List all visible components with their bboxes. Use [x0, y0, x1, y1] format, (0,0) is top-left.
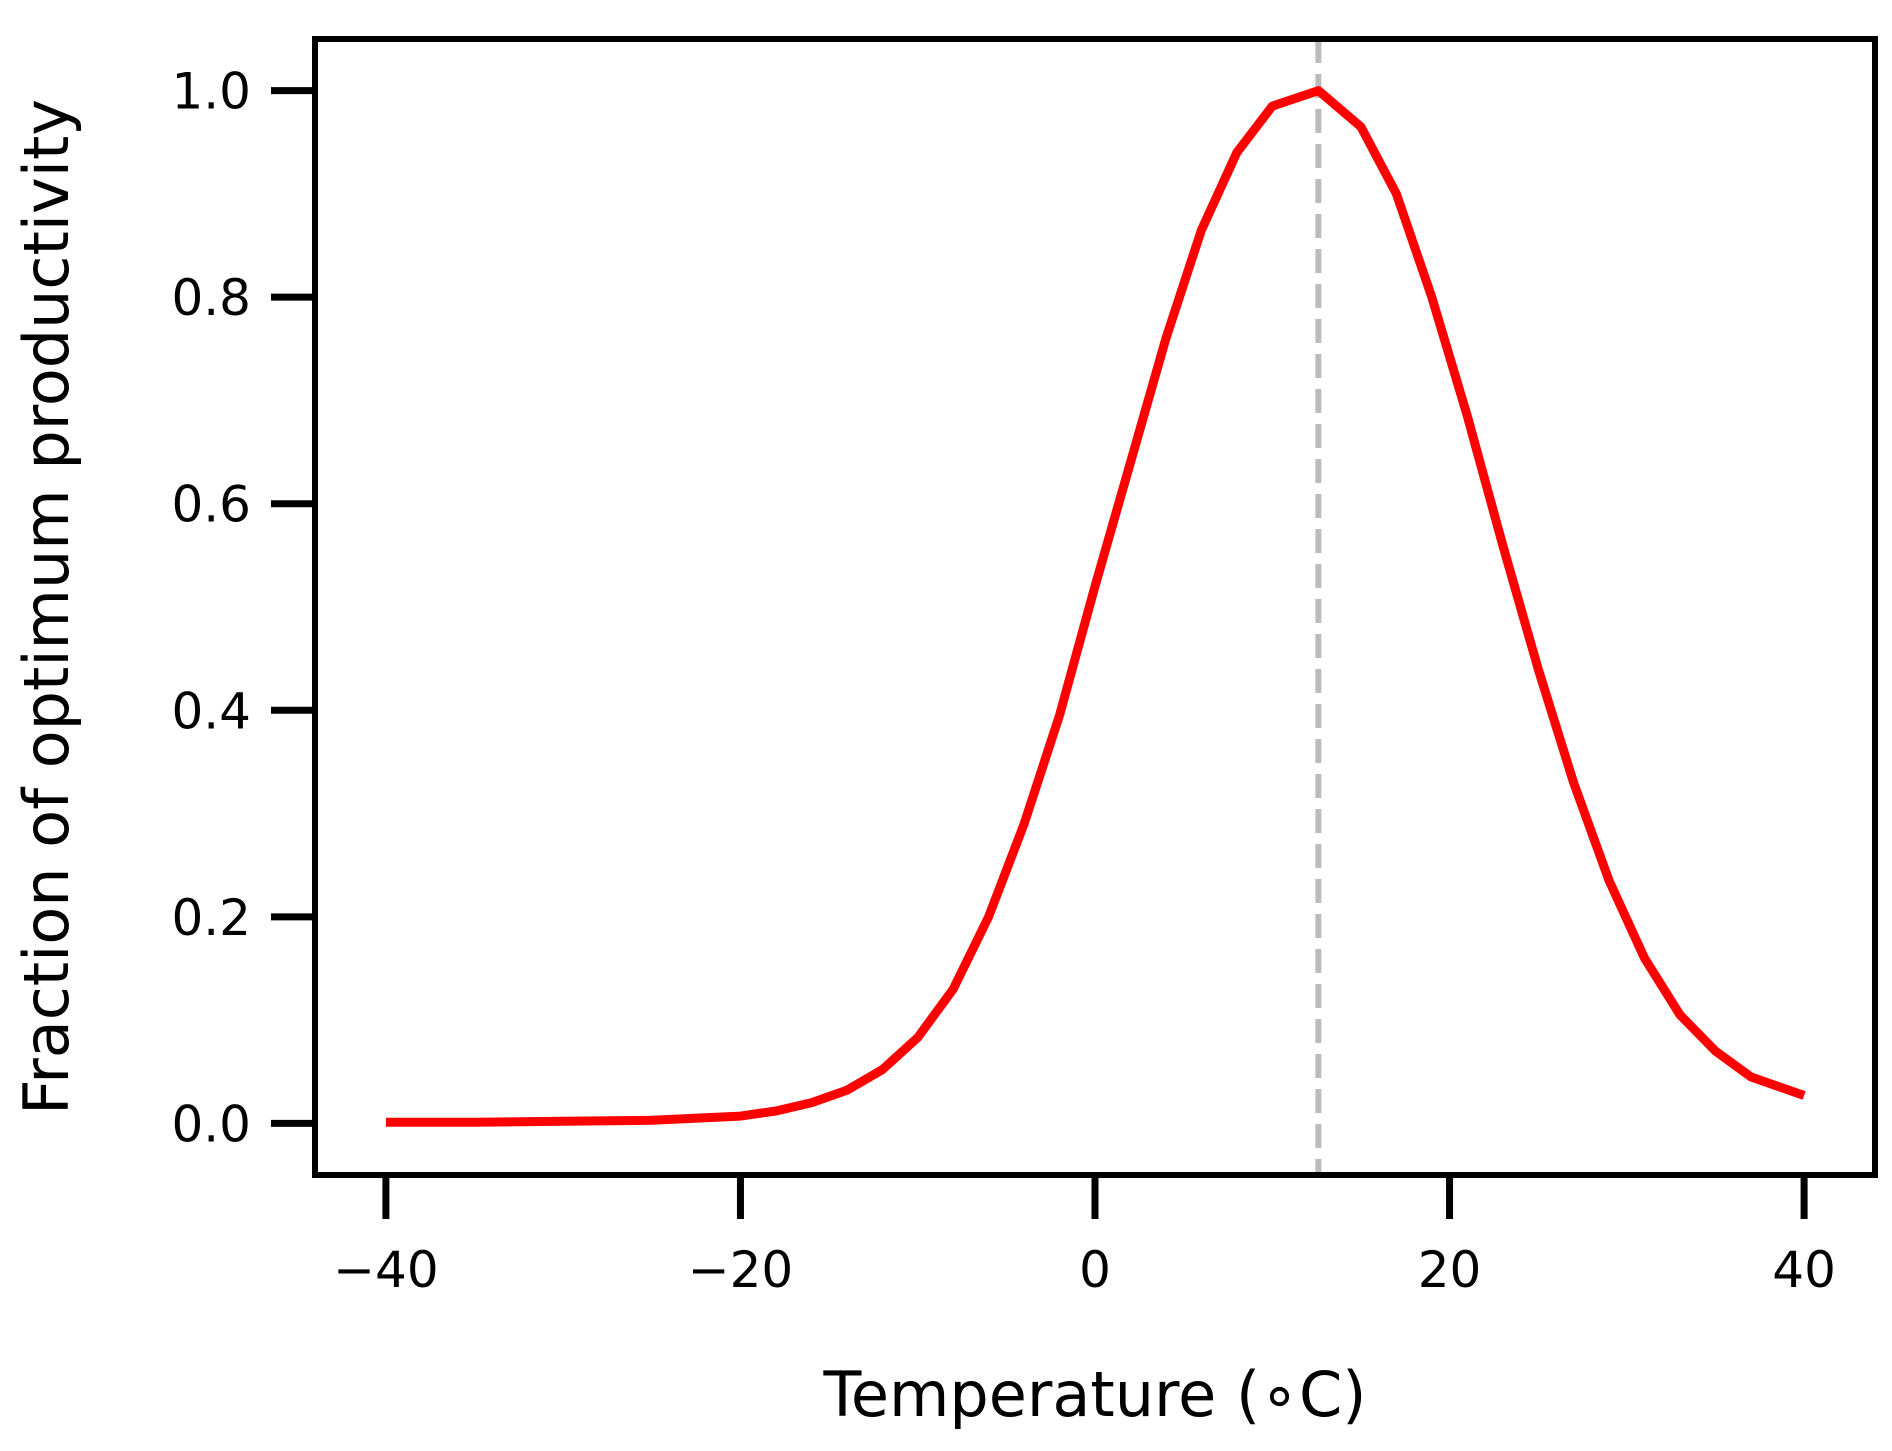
x-axis-ticks: −40 −20 0 20 40	[333, 1175, 1836, 1299]
x-tick-label: −20	[688, 1241, 794, 1299]
y-tick-label: 0.2	[171, 889, 251, 947]
x-tick-label: 20	[1418, 1241, 1482, 1299]
x-tick-label: 0	[1079, 1241, 1111, 1299]
x-axis-label: Temperature (∘C)	[823, 1358, 1367, 1431]
plot-area	[385, 39, 1806, 1175]
y-axis-label: Fraction of optimum productivity	[10, 99, 83, 1115]
y-tick-label: 0.4	[171, 682, 251, 740]
y-tick-label: 0.6	[171, 476, 251, 534]
productivity-curve	[385, 86, 1806, 1127]
x-tick-label: 40	[1772, 1241, 1836, 1299]
plot-frame	[312, 36, 1878, 1178]
y-tick-label: 0.0	[171, 1095, 251, 1153]
y-tick-label: 0.8	[171, 269, 251, 327]
y-tick-label: 1.0	[171, 63, 251, 121]
y-axis-ticks: 0.0 0.2 0.4 0.6 0.8 1.0	[171, 63, 315, 1153]
x-tick-label: −40	[333, 1241, 439, 1299]
